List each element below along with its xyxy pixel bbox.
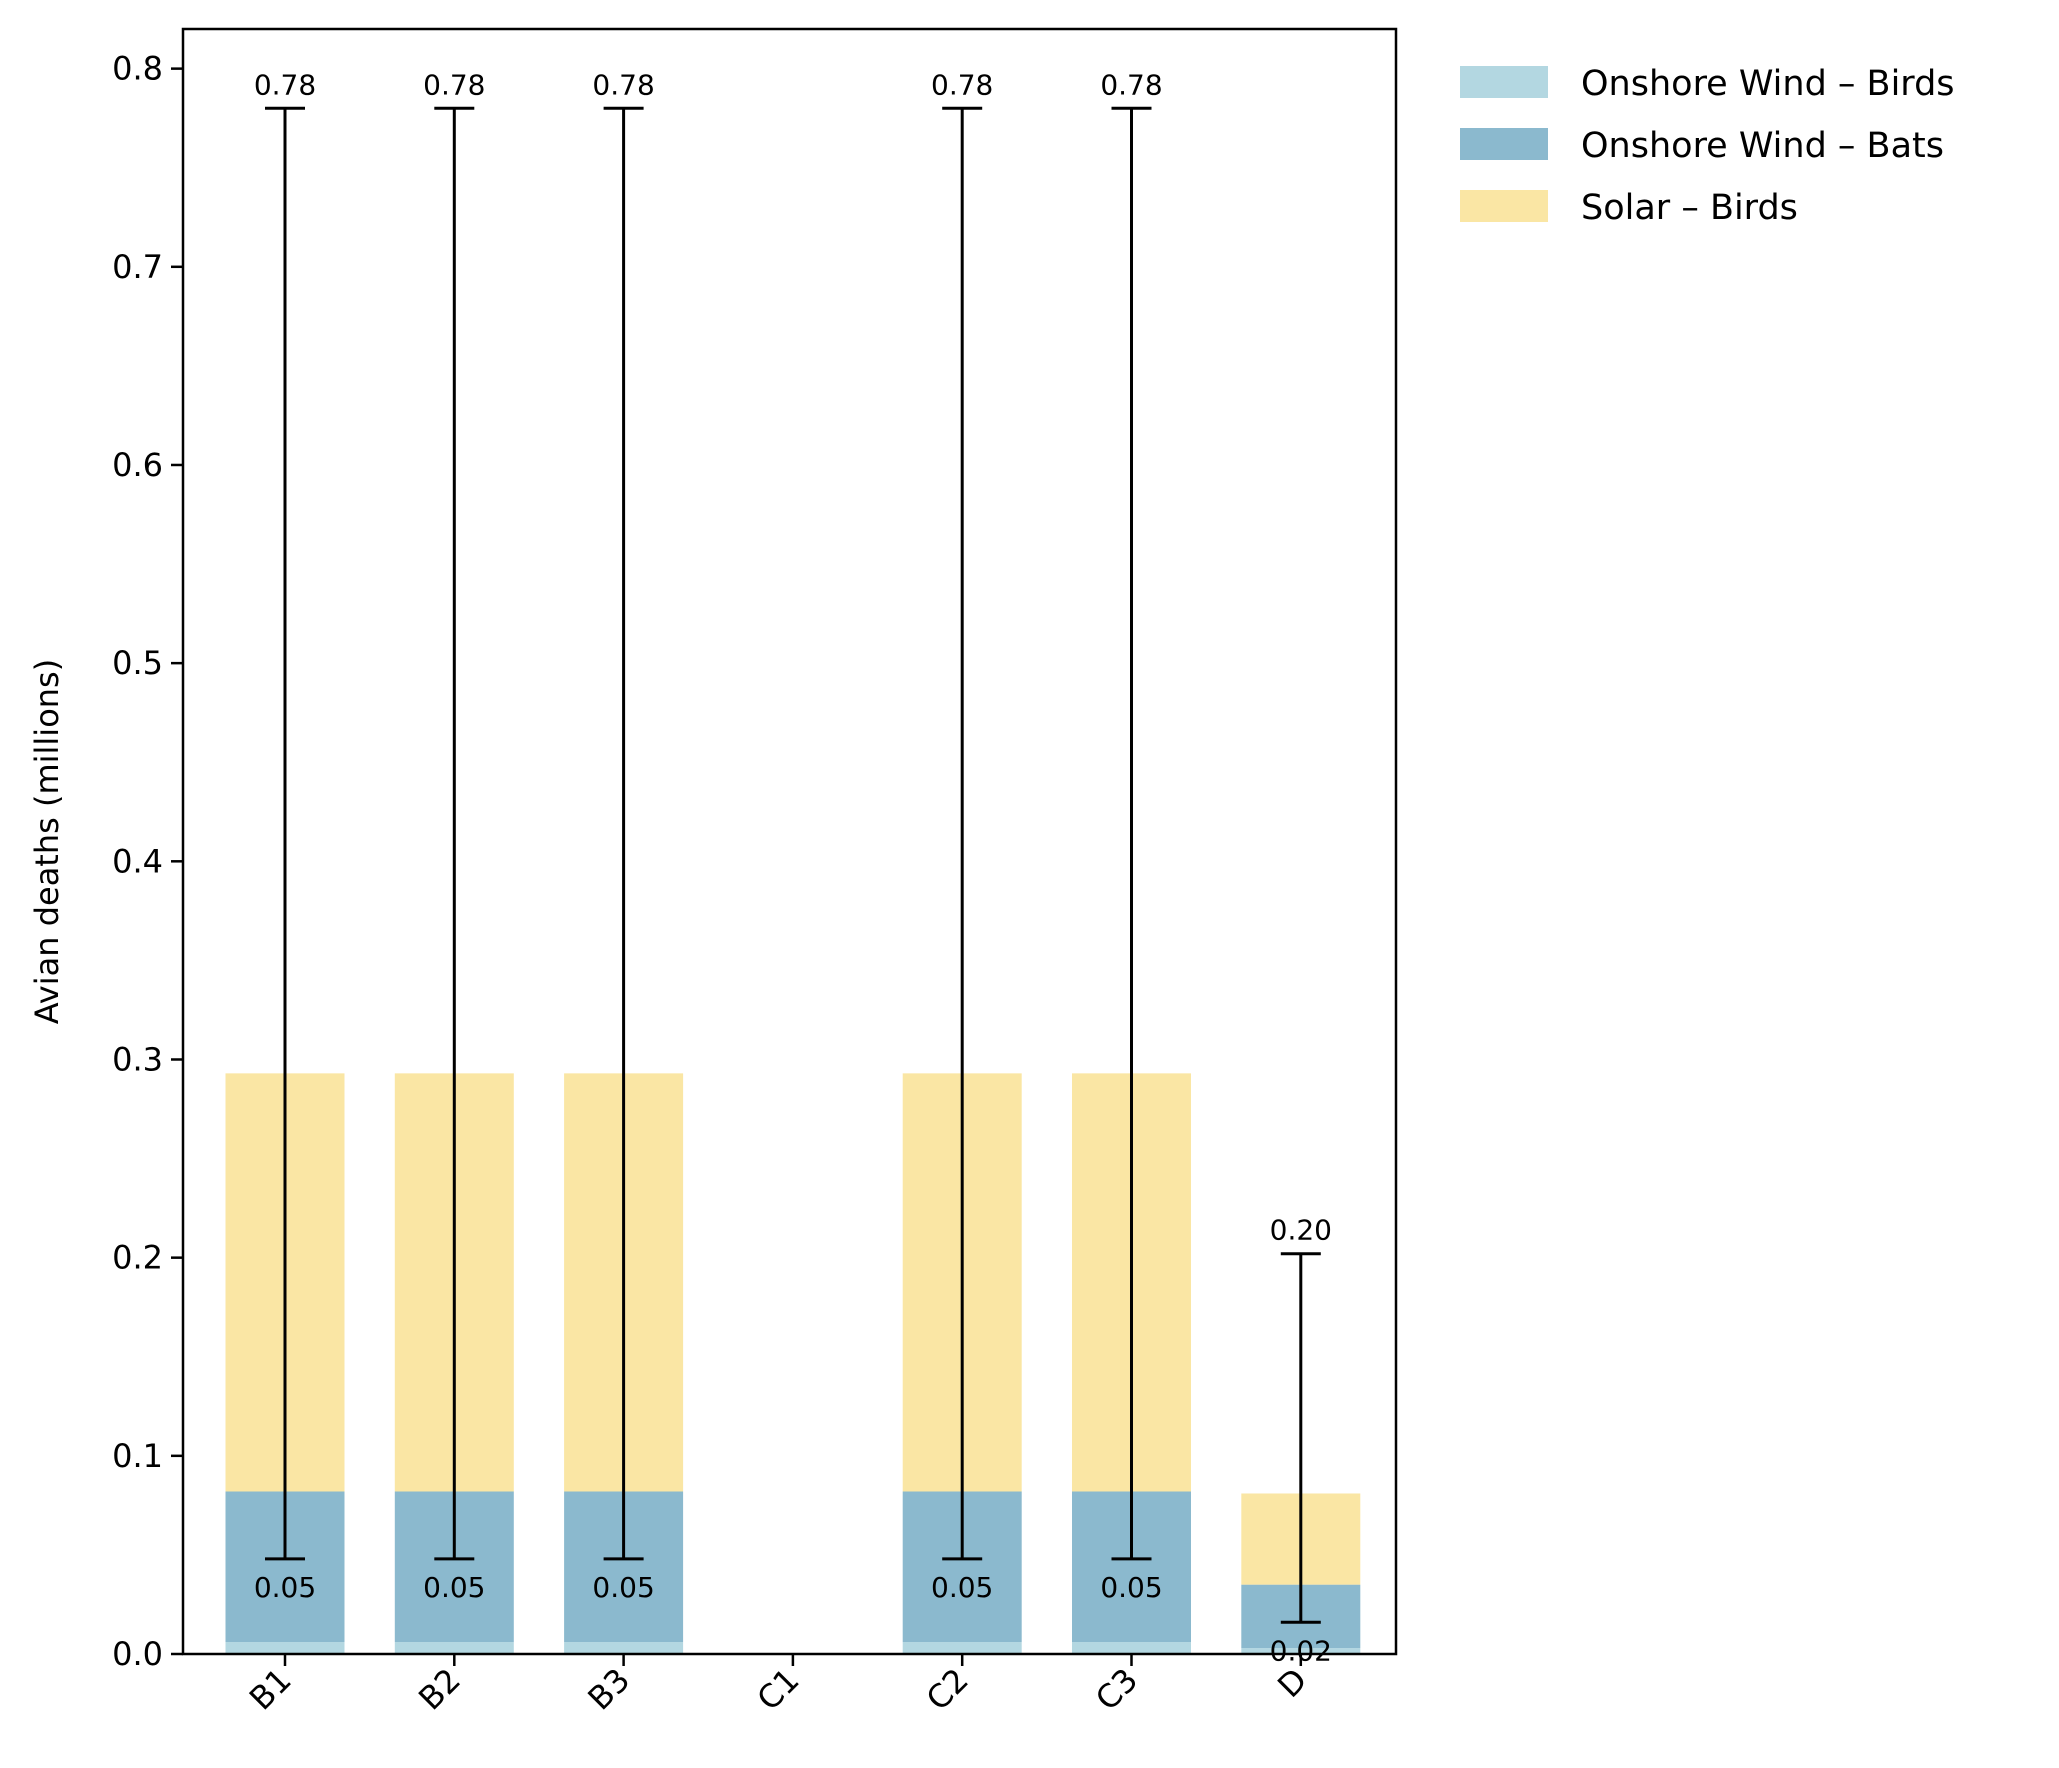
legend-swatch [1460,128,1548,160]
x-tick-label-c2: C2 [919,1661,976,1718]
error-bar-c3: 0.78 0.05 [1100,68,1162,1604]
y-tick-label: 0.6 [112,446,163,484]
error-bar-low-label: 0.05 [254,1571,316,1604]
error-bar-high-label: 0.78 [423,68,485,101]
error-bar-low-label: 0.05 [423,1571,485,1604]
x-tick-label-c1: C1 [749,1661,806,1718]
y-tick-label: 0.8 [112,50,163,88]
legend-label: Onshore Wind – Birds [1581,64,1955,104]
bar-segment-b2-series-0 [394,1642,514,1654]
error-bar-d: 0.200.02 [1270,1214,1332,1668]
legend-item-1: Onshore Wind – Bats [1460,126,1944,166]
error-bar-low-label: 0.05 [931,1571,993,1604]
error-bar-c2: 0.78 0.05 [931,68,993,1604]
error-bar-high-label: 0.78 [254,68,316,101]
plot-frame [181,27,1398,1656]
error-bar-b2: 0.78 0.05 [423,68,485,1604]
legend-swatch [1460,66,1548,98]
bars-layer [225,1073,1361,1654]
x-tick-label-d: D [1270,1661,1314,1705]
error-bar-b1: 0.78 0.05 [254,68,316,1604]
error-bars-layer: 0.78 0.05 0.78 0.05 0.78 0.05 0.78 0.05 0.78 0.05… [254,68,1332,1667]
bar-segment-b3-series-0 [564,1642,684,1654]
y-tick-label: 0.0 [112,1635,163,1673]
x-tick-label-b2: B2 [411,1661,468,1718]
bar-segment-d-series-0 [1241,1648,1361,1654]
y-tick-label: 0.3 [112,1040,163,1078]
error-bar-high-label: 0.78 [592,68,654,101]
legend-item-0: Onshore Wind – Birds [1460,64,1955,104]
error-bar-high-label: 0.78 [1100,68,1162,101]
legend-label: Onshore Wind – Bats [1581,126,1944,166]
x-tick-label-b1: B1 [242,1661,299,1718]
bar-segment-c3-series-0 [1072,1642,1191,1654]
legend-swatch [1460,190,1548,222]
error-bar-low-label: 0.05 [1100,1571,1162,1604]
error-bar-high-label: 0.78 [931,68,993,101]
y-axis-title: Avian deaths (millions) [28,659,66,1024]
bar-segment-c2-series-0 [902,1642,1022,1654]
y-tick-label: 0.4 [112,842,163,880]
legend: Onshore Wind – Birds Onshore Wind – Bats S… [1460,64,1955,228]
legend-label: Solar – Birds [1581,188,1798,228]
y-tick-label: 0.7 [112,248,163,286]
x-tick-label-b3: B3 [580,1661,637,1718]
y-tick-label: 0.1 [112,1437,163,1475]
error-bar-low-label: 0.05 [592,1571,654,1604]
error-bar-high-label: 0.20 [1270,1214,1332,1247]
y-tick-label: 0.2 [112,1239,163,1277]
legend-item-2: Solar – Birds [1460,188,1798,228]
x-tick-label-c3: C3 [1088,1661,1145,1718]
error-bar-b3: 0.78 0.05 [592,68,654,1604]
y-tick-label: 0.5 [112,644,163,682]
bar-segment-b1-series-0 [225,1642,345,1654]
